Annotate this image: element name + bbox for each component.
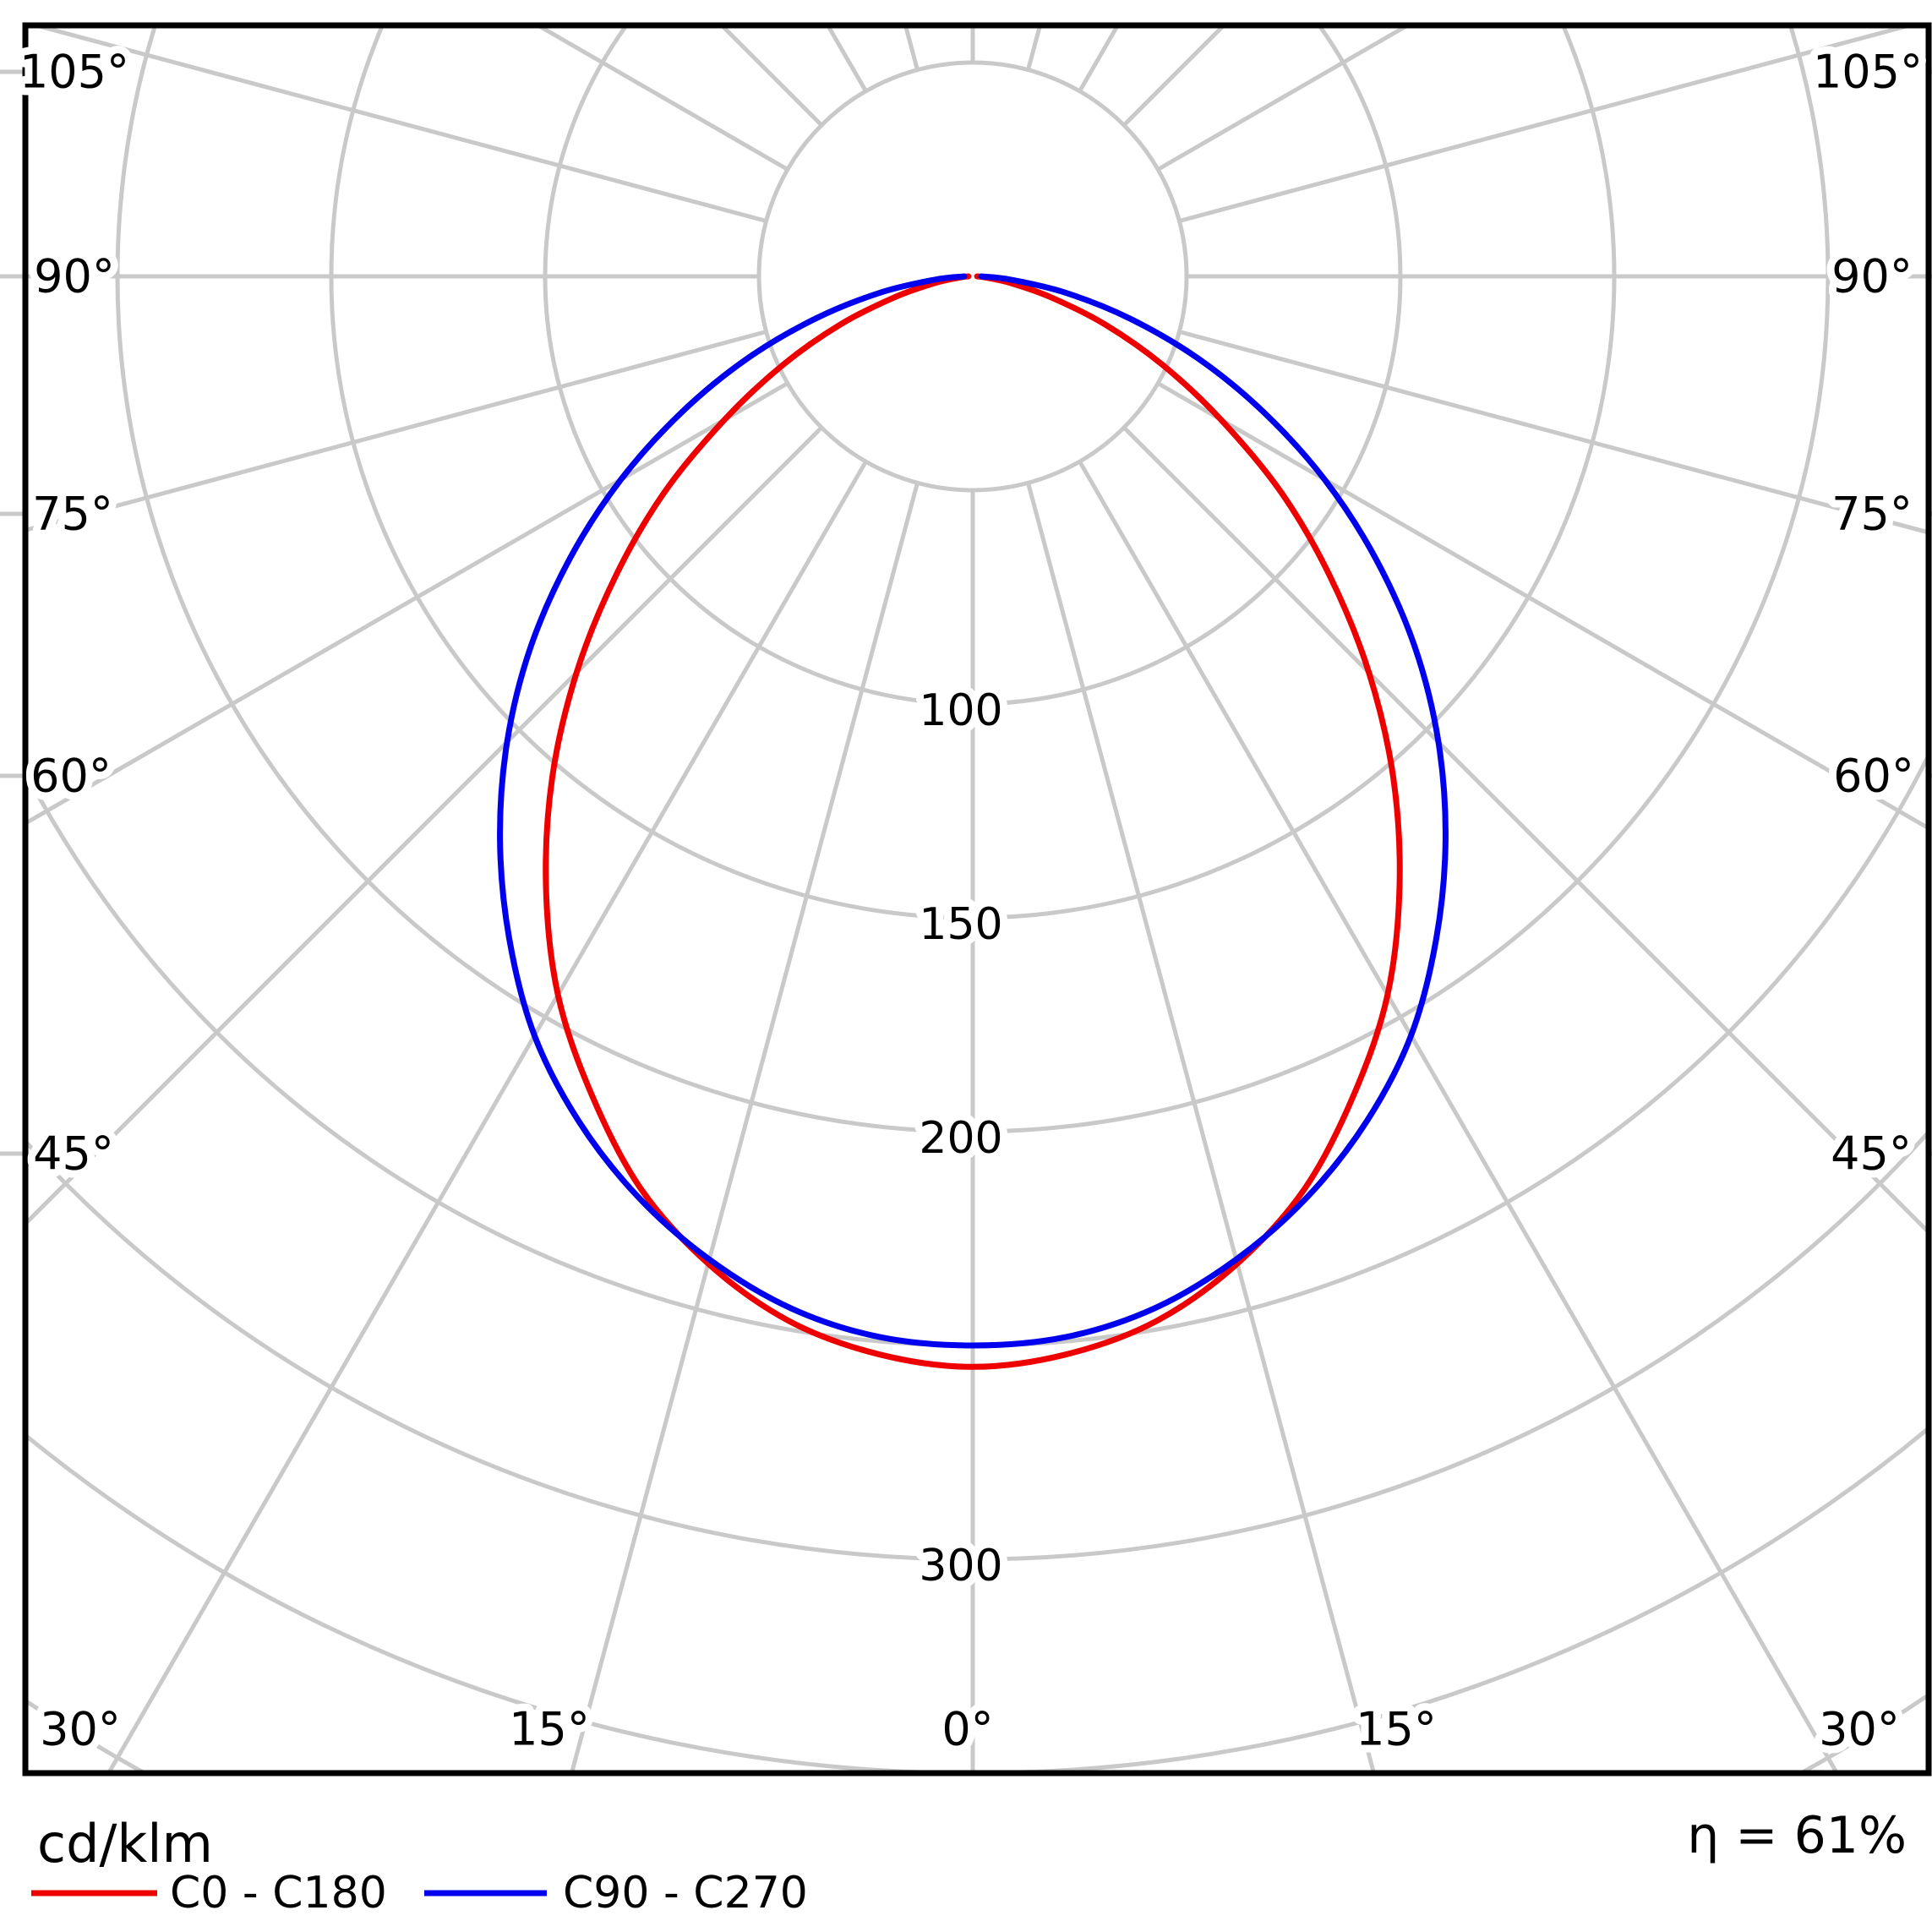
legend-label-c0-c180: C0 - C180 [170,1868,387,1918]
angle-label-0°: 0° [941,1703,993,1756]
angle-label-105°: 105° [1813,46,1923,99]
grid-spoke-75 [1178,330,1926,534]
grid-spoke-300 [28,381,789,825]
angle-label-60°: 60° [1833,750,1914,803]
grid-spoke-30 [1078,460,1838,1771]
angle-label-15°: 15° [1356,1703,1437,1756]
angle-label-30°: 30° [1819,1703,1900,1756]
axis-labels: 100 150 200 300 105° 90° 75° 60° 45° 30° 15° 0° 15° 3… [12,38,1930,1764]
ring-label-200: 200 [919,1113,1002,1164]
grid-spoke-315 [28,426,823,1225]
plot-frame [22,22,1932,1776]
ring-label-300: 300 [919,1541,1002,1591]
efficiency-label: η = 61% [1687,1806,1907,1865]
grid-spoke-15 [1026,482,1376,1771]
grid-spoke-105 [1178,28,1908,223]
angle-label-75°: 75° [1831,488,1913,541]
legend: cd/klm C0 - C180 C90 - C270 η = 61% [31,1806,1907,1918]
unit-label: cd/klm [37,1813,213,1875]
angle-label-90°: 90° [1831,250,1913,303]
grid-spoke-255 [37,28,767,223]
ring-label-150: 150 [919,899,1002,950]
angle-label-45°: 45° [1831,1127,1912,1181]
angle-label-105°: 105° [19,46,129,99]
curve-C90-C270 [497,273,1449,1349]
grid-spoke-60 [1156,381,1926,830]
ring-label-100: 100 [919,685,1002,736]
angle-label-90°: 90° [34,250,115,303]
grid-spoke-45 [1122,426,1926,1233]
intensity-curves [497,273,1449,1370]
angle-label-15°: 15° [509,1703,590,1756]
curve-C0-C180 [543,273,1403,1370]
legend-label-c90-c270: C90 - C270 [563,1868,808,1918]
angle-label-45°: 45° [33,1127,114,1181]
angle-label-75°: 75° [32,488,113,541]
angle-label-60°: 60° [30,750,112,803]
angle-label-30°: 30° [40,1703,121,1756]
grid-spoke-285 [28,330,767,532]
grid-spoke-330 [107,460,868,1771]
grid-spoke-345 [570,482,920,1771]
